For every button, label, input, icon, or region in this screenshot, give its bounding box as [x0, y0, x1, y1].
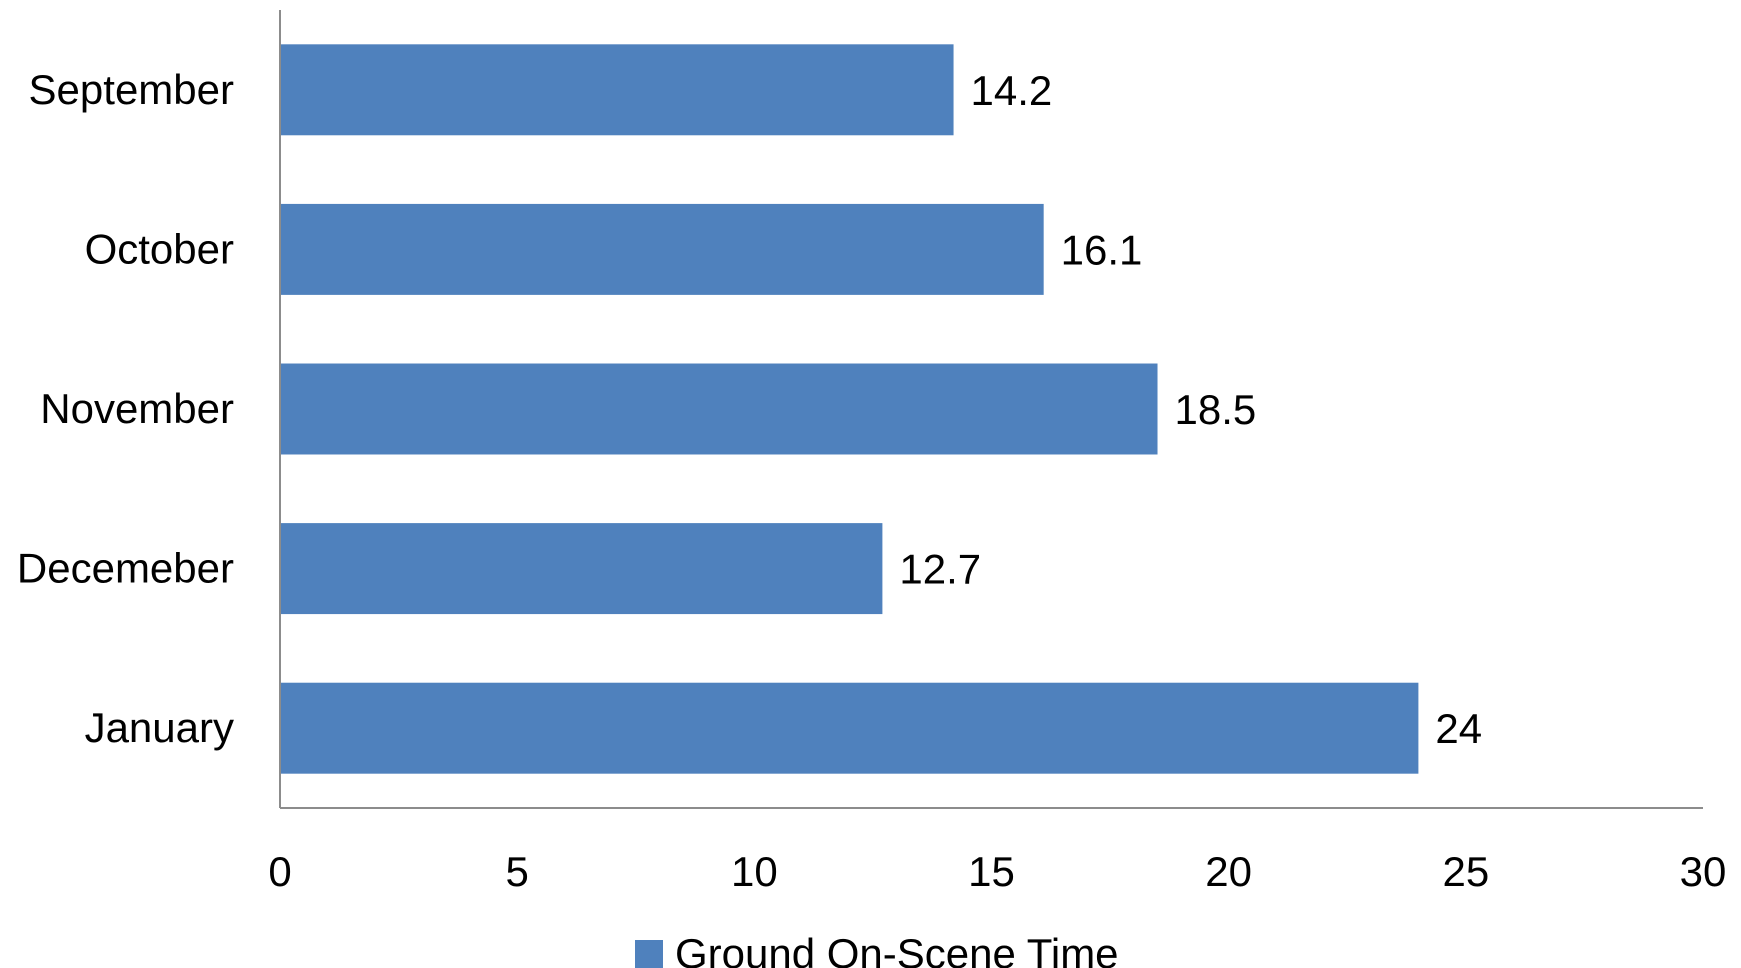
- category-label-november: November: [40, 385, 234, 432]
- category-labels-group: September October November Decemeber January: [17, 66, 234, 751]
- x-tick-label: 15: [968, 848, 1015, 895]
- axes-group: [279, 10, 1703, 809]
- bar-decemeber: [280, 523, 883, 615]
- data-label-november: 18.5: [1175, 386, 1257, 433]
- category-label-october: October: [85, 225, 234, 272]
- bar-september: [280, 44, 954, 136]
- x-tick-label: 20: [1205, 848, 1252, 895]
- legend: Ground On-Scene Time: [635, 930, 1119, 968]
- legend-swatch: [635, 940, 663, 968]
- data-labels-group: 14.2 16.1 18.5 12.7 24: [899, 67, 1482, 752]
- data-label-decemeber: 12.7: [899, 546, 981, 593]
- data-label-january: 24: [1435, 705, 1482, 752]
- x-tick-label: 30: [1680, 848, 1727, 895]
- x-tick-label: 25: [1442, 848, 1489, 895]
- data-label-september: 14.2: [971, 67, 1053, 114]
- category-label-january: January: [85, 704, 234, 751]
- category-label-september: September: [29, 66, 234, 113]
- bars-group: [280, 44, 1419, 774]
- x-tick-label: 10: [731, 848, 778, 895]
- category-label-decemeber: Decemeber: [17, 545, 234, 592]
- bar-november: [280, 363, 1158, 455]
- x-tick-label: 0: [268, 848, 291, 895]
- x-tick-label: 5: [505, 848, 528, 895]
- legend-label: Ground On-Scene Time: [675, 930, 1119, 968]
- x-tick-labels-group: 0 5 10 15 20 25 30: [268, 848, 1726, 895]
- bar-january: [280, 682, 1419, 774]
- data-label-october: 16.1: [1061, 226, 1143, 273]
- bar-october: [280, 203, 1044, 295]
